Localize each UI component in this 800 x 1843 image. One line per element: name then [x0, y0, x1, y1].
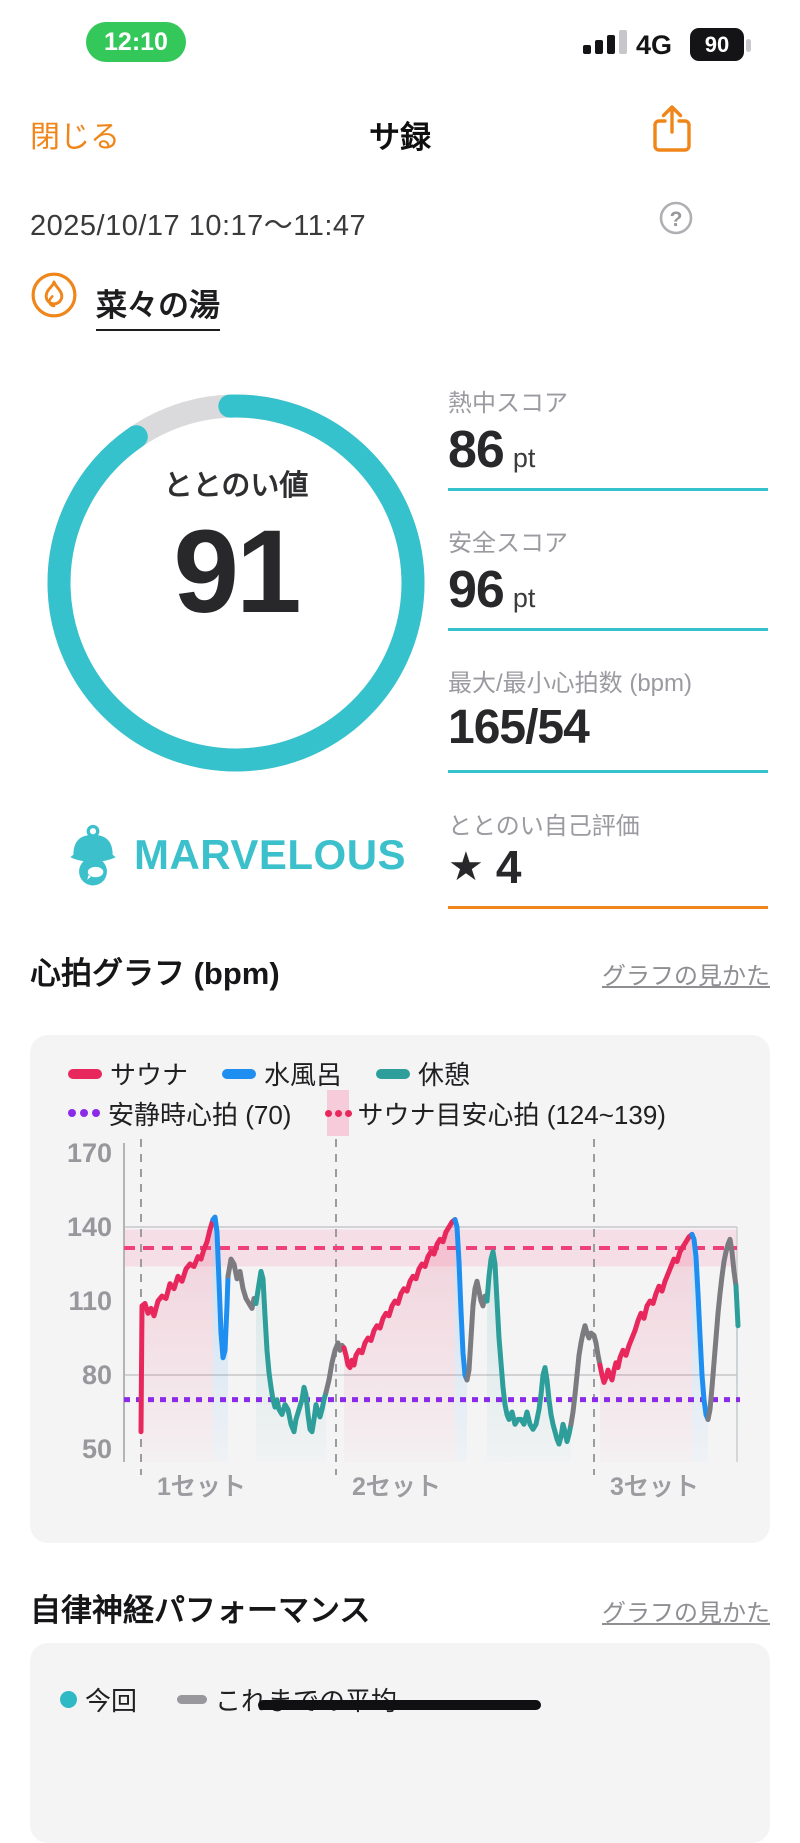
water-line-swatch: [222, 1068, 257, 1079]
totonoi-gauge-ring: [47, 394, 425, 772]
venue-link[interactable]: 菜々の湯: [96, 280, 220, 331]
sauna-hat-icon: [70, 824, 116, 886]
svg-text:1セット: 1セット: [157, 1473, 246, 1501]
svg-text:140: 140: [67, 1212, 112, 1242]
home-indicator[interactable]: [258, 1700, 541, 1710]
hr-section-title: 心拍グラフ (bpm): [30, 956, 280, 991]
svg-text:50: 50: [82, 1434, 112, 1464]
battery-icon: 90: [690, 28, 744, 61]
stat-value-hr-range: 165/54: [448, 701, 590, 754]
svg-text:3セット: 3セット: [610, 1473, 699, 1501]
stat-label-hr-range: 最大/最小心拍数 (bpm): [448, 670, 693, 697]
rating-text: MARVELOUS: [133, 831, 407, 878]
stat-label-heat: 熱中スコア: [448, 390, 568, 417]
stat-value-self-rating[interactable]: ★ 4: [448, 841, 522, 893]
svg-text:110: 110: [68, 1286, 112, 1316]
average-dash-swatch: [177, 1695, 208, 1704]
share-icon[interactable]: [650, 104, 694, 154]
network-type-label: 4G: [636, 30, 673, 60]
battery-percent: 90: [704, 31, 730, 57]
svg-text:2セット: 2セット: [352, 1473, 441, 1501]
hr-legend-row2: 安静時心拍 (70) サウナ目安心拍 (124~139): [68, 1089, 666, 1137]
totonoi-value: 91: [173, 506, 301, 638]
divider: [448, 488, 768, 491]
target-band-swatch: [324, 1090, 352, 1136]
svg-text:?: ?: [670, 208, 683, 231]
divider: [448, 906, 768, 909]
resting-hr-dots-swatch: [68, 1109, 100, 1117]
rating-row: MARVELOUS: [36, 824, 436, 886]
sauna-line-swatch: [68, 1068, 102, 1079]
star-icon: ★: [448, 845, 484, 889]
legend-item-target-hr: サウナ目安心拍 (124~139): [324, 1090, 666, 1136]
heart-rate-chart: 170 140 110 80 50 1セット 2セット 3セット: [67, 1138, 741, 1501]
legend-item-rest: 休憩: [376, 1055, 470, 1092]
hr-chart-help-link[interactable]: グラフの見かた: [602, 963, 770, 990]
sauna-flame-icon: [31, 272, 77, 318]
stat-label-self-rating: ととのい自己評価: [448, 813, 640, 840]
ans-card: 今回 これまでの平均: [30, 1643, 770, 1843]
svg-text:170: 170: [67, 1138, 112, 1168]
hr-legend-row1: サウナ 水風呂 休憩: [68, 1055, 470, 1092]
legend-item-resting-hr: 安静時心拍 (70): [68, 1095, 291, 1132]
close-button[interactable]: 閉じる: [30, 121, 120, 154]
svg-text:80: 80: [82, 1360, 112, 1390]
legend-item-sauna: サウナ: [68, 1055, 188, 1092]
page-title: サ録: [369, 120, 431, 155]
stat-value-heat: 86 pt: [448, 421, 536, 479]
battery-nub: [746, 39, 751, 52]
heart-rate-card: サウナ 水風呂 休憩 安静時心拍 (70) サウナ目安心拍 (124~139): [30, 1035, 770, 1543]
divider: [448, 628, 768, 631]
ans-chart-help-link[interactable]: グラフの見かた: [602, 1600, 770, 1627]
rest-line-swatch: [376, 1068, 411, 1079]
status-time: 12:10: [104, 27, 168, 56]
legend-item-current: 今回: [60, 1681, 137, 1718]
stat-value-safety: 96 pt: [448, 561, 536, 619]
session-datetime: 2025/10/17 10:17～11:47: [30, 210, 367, 242]
ans-section-title: 自律神経パフォーマンス: [30, 1593, 371, 1628]
divider: [448, 770, 768, 773]
current-dot-swatch: [60, 1691, 77, 1708]
legend-item-water: 水風呂: [222, 1055, 342, 1092]
signal-bars-icon: [583, 30, 627, 54]
totonoi-label: ととのい値: [163, 470, 309, 502]
stat-label-safety: 安全スコア: [448, 530, 568, 557]
status-time-pill[interactable]: 12:10: [86, 22, 186, 62]
help-icon[interactable]: ?: [658, 200, 694, 236]
